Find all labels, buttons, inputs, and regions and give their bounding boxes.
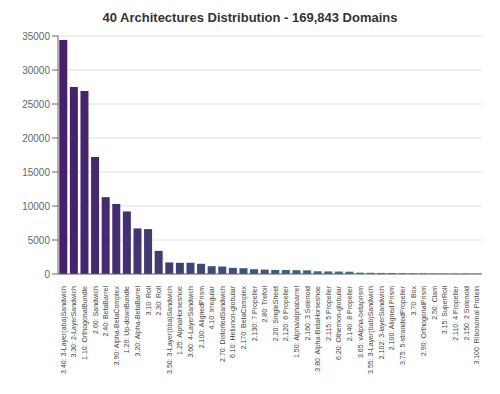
svg-text:2.30: Roll: 2.30: Roll <box>155 286 162 316</box>
svg-text:3.60: 4-LayerSandwich: 3.60: 4-LayerSandwich <box>187 286 195 358</box>
svg-text:10000: 10000 <box>22 201 50 212</box>
svg-text:2.140: 8 Propeller: 2.140: 8 Propeller <box>346 285 354 341</box>
svg-text:3.55: 3-Layer(bab)Sandwich: 3.55: 3-Layer(bab)Sandwich <box>367 286 375 374</box>
svg-text:2.130: 7 Propeller: 2.130: 7 Propeller <box>251 285 259 341</box>
svg-text:3.10: Roll: 3.10: Roll <box>145 286 152 316</box>
svg-text:35000: 35000 <box>22 31 50 42</box>
svg-text:2.160: 3 Solenoid: 2.160: 3 Solenoid <box>304 286 311 341</box>
svg-text:0: 0 <box>44 269 50 280</box>
svg-text:3.15: SuperRoll: 3.15: SuperRoll <box>441 286 449 335</box>
svg-text:2.100: AlignedPrism: 2.100: AlignedPrism <box>198 286 206 348</box>
svg-text:1.20: Up-downBundle: 1.20: Up-downBundle <box>123 286 131 353</box>
svg-text:2.110: 4 Propeller: 2.110: 4 Propeller <box>452 285 460 340</box>
svg-text:6.20: Othernon-globular: 6.20: Othernon-globular <box>335 285 343 360</box>
svg-text:2.50: Clam: 2.50: Clam <box>431 286 438 320</box>
svg-text:2.170: BetaComplex: 2.170: BetaComplex <box>240 286 248 350</box>
svg-text:2.115: 5 Propeller: 2.115: 5 Propeller <box>325 285 333 340</box>
svg-text:2.40: BetaBarrel: 2.40: BetaBarrel <box>102 286 109 337</box>
svg-text:2.100: Aligned Prism: 2.100: Aligned Prism <box>388 286 396 350</box>
svg-text:2.120: 6 Propeller: 2.120: 6 Propeller <box>282 285 290 341</box>
svg-text:15000: 15000 <box>22 167 50 178</box>
svg-text:3.65: vAlpha-betaprism: 3.65: vAlpha-betaprism <box>357 286 365 358</box>
svg-text:2.20: SingleSheet: 2.20: SingleSheet <box>272 286 280 341</box>
svg-text:2.102: 3-layerSandwich: 2.102: 3-layerSandwich <box>378 286 386 359</box>
svg-text:1.10: OrthogonalBundle: 1.10: OrthogonalBundle <box>81 286 89 360</box>
svg-text:3.100: Ribosomal Protein: 3.100: Ribosomal Protein <box>473 286 480 365</box>
svg-text:1.50: Alpha/alphabarrel: 1.50: Alpha/alphabarrel <box>293 286 301 358</box>
svg-text:4.10: Irregular: 4.10: Irregular <box>208 285 216 329</box>
svg-text:30000: 30000 <box>22 65 50 76</box>
svg-text:3.80: Alpha-BetaHorseshoe: 3.80: Alpha-BetaHorseshoe <box>314 286 322 372</box>
svg-text:5000: 5000 <box>28 235 51 246</box>
svg-text:2.150: 2 Solenoid: 2.150: 2 Solenoid <box>463 286 470 341</box>
svg-text:3.50: 3-Layer(bba)Sandwich: 3.50: 3-Layer(bba)Sandwich <box>166 286 174 374</box>
svg-text:3.75: 5-strandedPropeller: 3.75: 5-strandedPropeller <box>399 285 407 365</box>
svg-text:3.30: 2-LayerSandwich: 3.30: 2-LayerSandwich <box>70 286 78 358</box>
svg-text:3.90: Alpha-BetaComplex: 3.90: Alpha-BetaComplex <box>113 286 121 366</box>
svg-text:2.70: DistortedSandwich: 2.70: DistortedSandwich <box>219 286 226 362</box>
svg-text:25000: 25000 <box>22 99 50 110</box>
svg-text:2.90: OrthogonalPrism: 2.90: OrthogonalPrism <box>420 286 428 356</box>
svg-text:3.40: 3-Layer(aba)Sandwich: 3.40: 3-Layer(aba)Sandwich <box>60 286 68 374</box>
svg-text:1.25: AlphaHorseshoe: 1.25: AlphaHorseshoe <box>176 286 184 355</box>
html-text:40 Architectures Distribution: 40 Architectures Distribution - 169,843 … <box>102 10 398 25</box>
svg-text:20000: 20000 <box>22 133 50 144</box>
svg-text:2.60: Sandwich: 2.60: Sandwich <box>92 286 99 334</box>
svg-text:2.80: Trefoil: 2.80: Trefoil <box>261 286 268 323</box>
svg-text:6.10: Helixnon-globular: 6.10: Helixnon-globular <box>229 285 237 358</box>
svg-text:3.20: Alpha-BetaBarrel: 3.20: Alpha-BetaBarrel <box>134 286 142 357</box>
svg-text:3.70: Box: 3.70: Box <box>410 286 417 316</box>
